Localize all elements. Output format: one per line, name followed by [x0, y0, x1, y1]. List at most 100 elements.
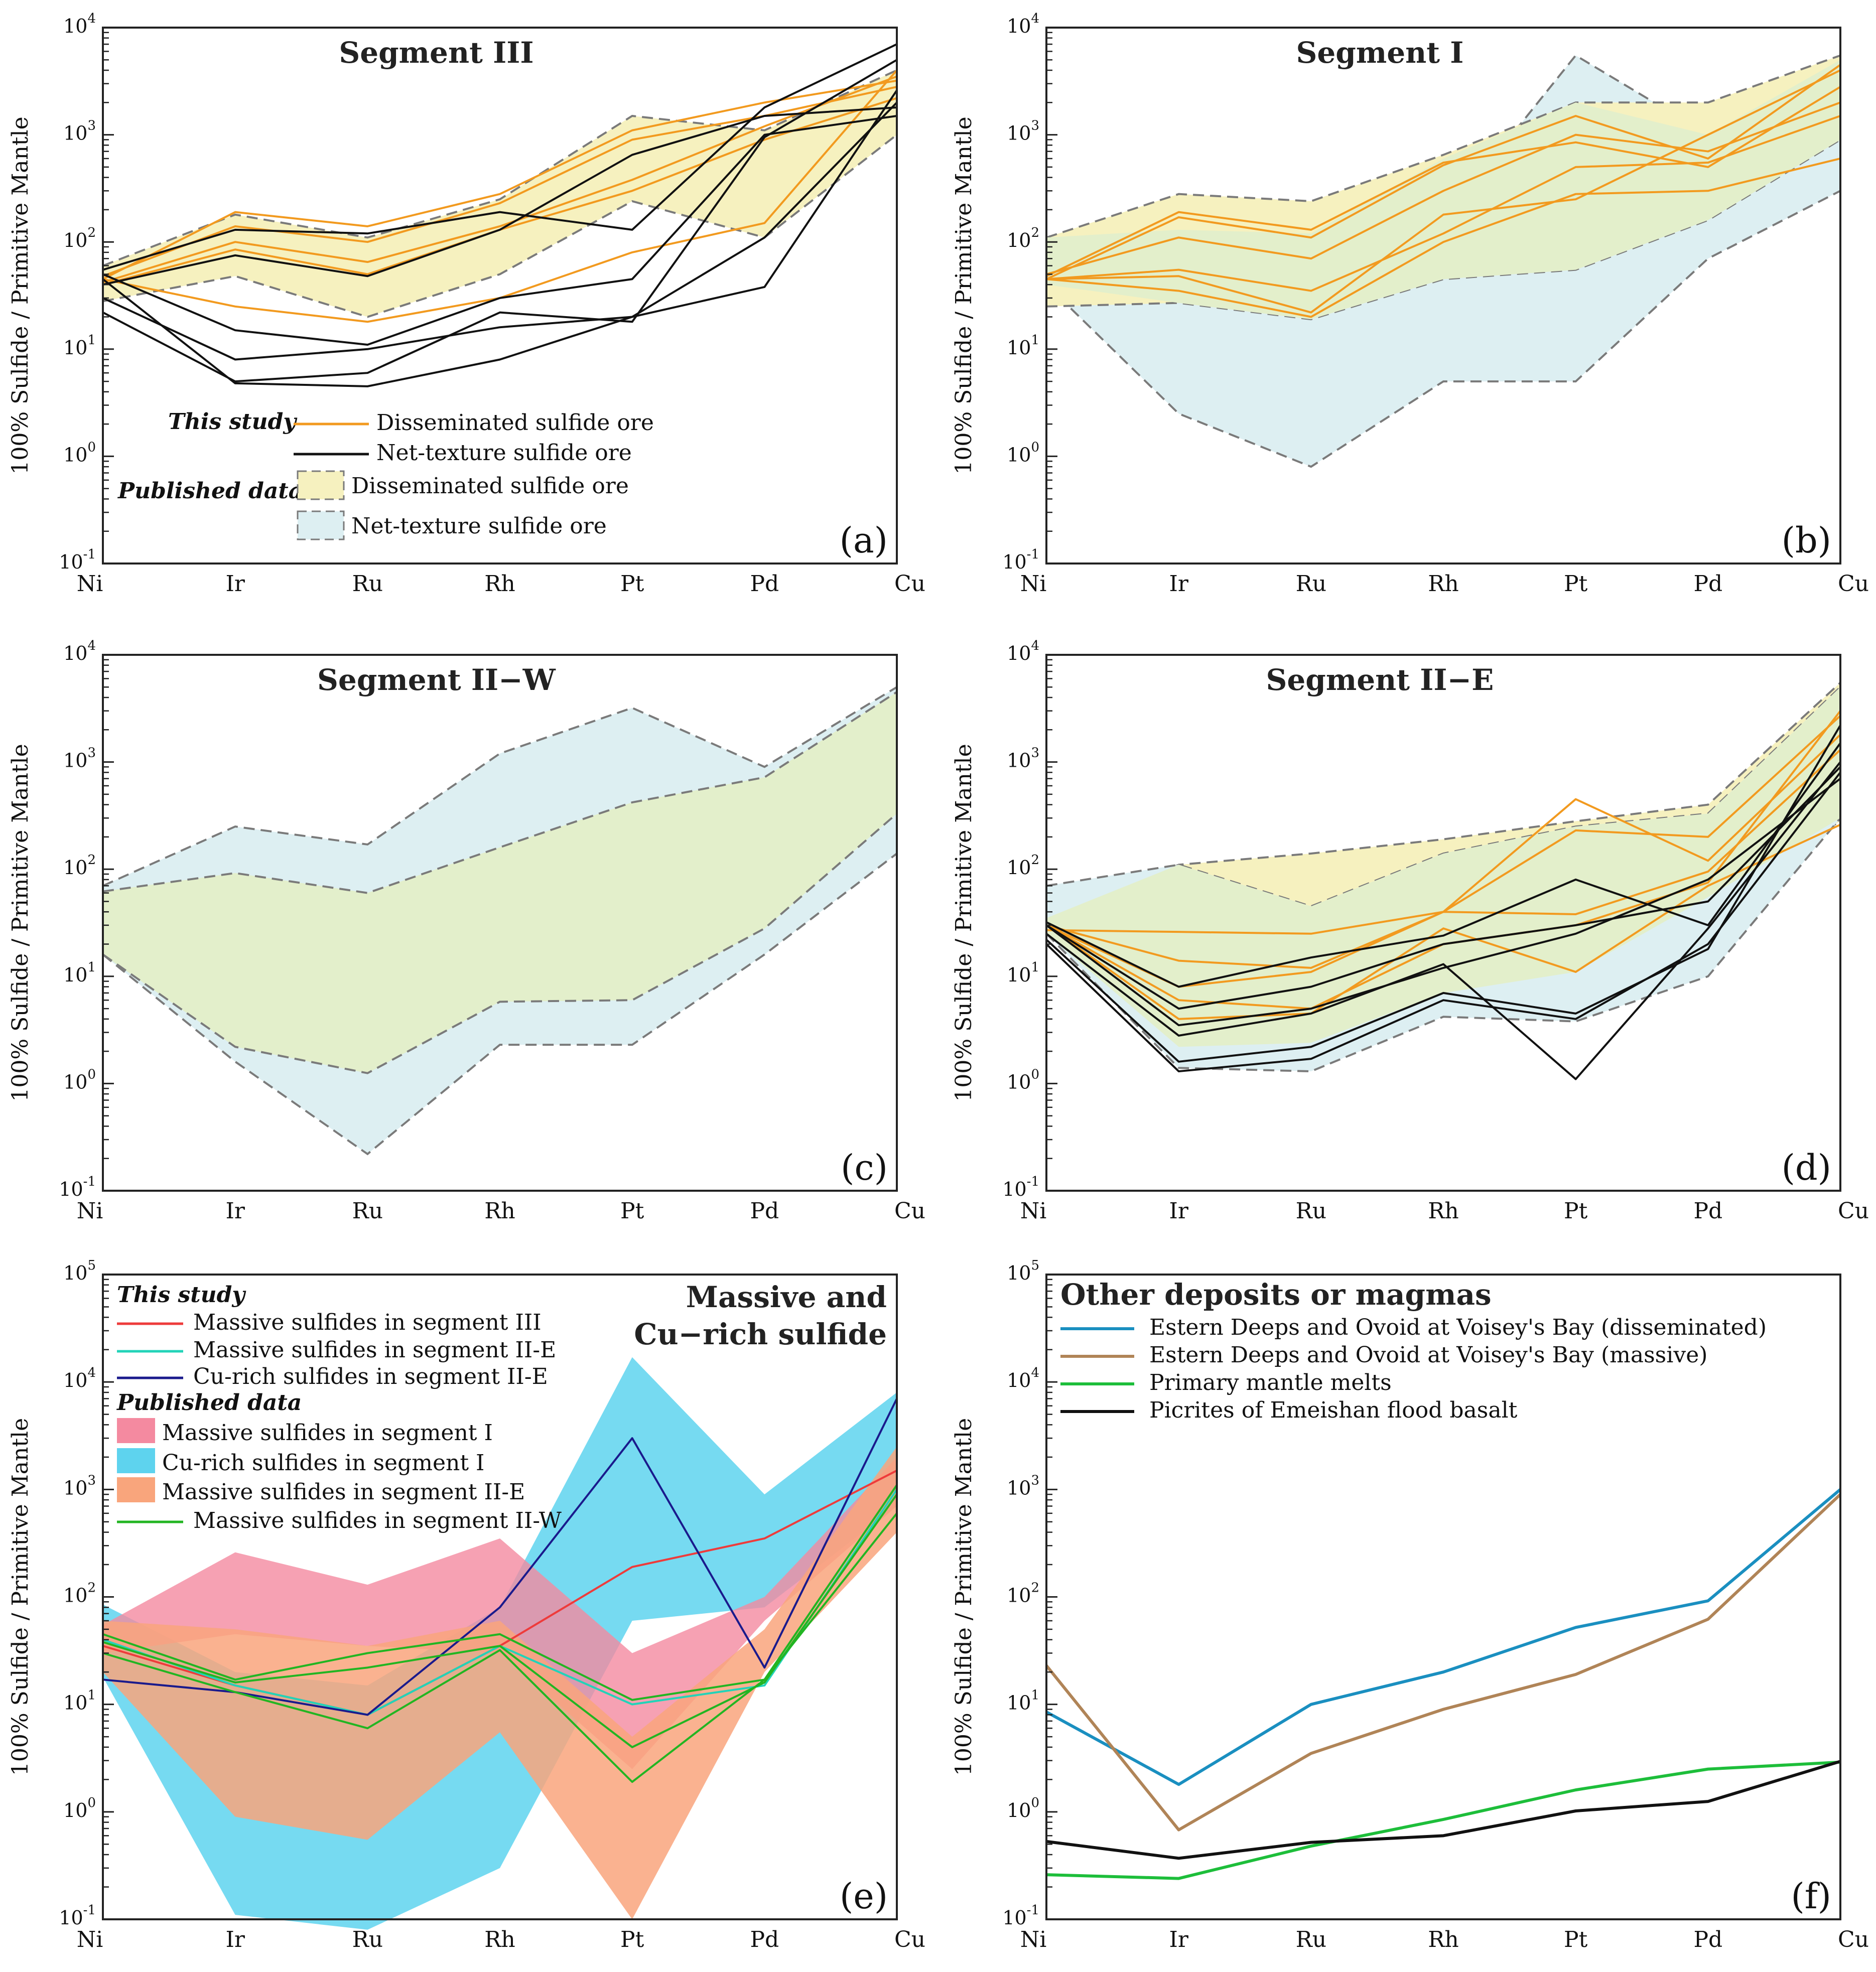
x-tick-label-pt: Pt: [1564, 1927, 1588, 1952]
y-axis-label: 100% Sulfide / Primitive Mantle: [8, 116, 33, 474]
x-tick-label-ir: Ir: [1169, 1198, 1188, 1224]
series-line-5: [1045, 823, 1841, 1020]
series-line-11: [1045, 772, 1841, 1073]
x-tick-label-pd: Pd: [1693, 1927, 1722, 1952]
panel-letter: (e): [840, 1876, 888, 1917]
y-tick-label: 10-1: [1002, 1174, 1039, 1200]
x-tick-label-pd: Pd: [1693, 571, 1722, 597]
y-tick-label: 104: [63, 638, 96, 664]
panel-title-line-1: Massive and: [686, 1280, 887, 1314]
y-tick-label: 105: [1007, 1258, 1039, 1284]
plot-frame: [1045, 654, 1841, 1192]
x-tick-label-cu: Cu: [894, 1927, 925, 1952]
field-1-upper-boundary: [102, 69, 897, 267]
legend-heading-published: Published data: [116, 1390, 302, 1416]
y-axis-label: 100% Sulfide / Primitive Mantle: [951, 1418, 977, 1776]
y-tick-label: 100: [63, 440, 96, 466]
y-tick-label: 103: [1007, 746, 1039, 772]
x-tick-label-ni: Ni: [77, 1198, 103, 1224]
x-tick-label-cu: Cu: [894, 1198, 925, 1224]
field-1-lower-boundary: [102, 853, 898, 1156]
legend-heading-this-study: This study: [117, 1282, 246, 1308]
panel-letter: (a): [840, 520, 888, 561]
x-tick-label-ir: Ir: [225, 1927, 245, 1952]
x-tick-label-ni: Ni: [77, 571, 103, 597]
chart-panel-5: 105 104 103 102 101 100 10-1Ni Ir Ru Rh Pt Pd Cu 100%…: [8, 1258, 925, 1952]
x-tick-label-pt: Pt: [620, 571, 644, 597]
field-3: [103, 1447, 897, 1919]
y-tick-label: 103: [1007, 1473, 1039, 1499]
x-tick-label-pd: Pd: [750, 1927, 779, 1952]
chart-panel-4: 104 103 102 101 100 10-1Ni Ir Ru Rh Pt Pd Cu 100% Su…: [951, 638, 1869, 1224]
series-line-11: [102, 89, 898, 387]
x-tick-label-ru: Ru: [1296, 1927, 1326, 1952]
x-tick-label-ru: Ru: [1296, 571, 1326, 597]
legend-label: Massive sulfides in segment II-E: [162, 1479, 525, 1505]
series-line-8: [102, 115, 897, 346]
series-line-6: [102, 43, 897, 271]
x-tick-label-ni: Ni: [1020, 571, 1047, 597]
y-tick-label: 102: [63, 1581, 96, 1607]
panel-title: Segment III: [339, 36, 533, 70]
chart-panel-3: 104 103 102 101 100 10-1Ni Ir Ru Rh Pt Pd Cu 100% Su…: [8, 638, 925, 1224]
panel-title-line-2: Cu−rich sulfide: [634, 1317, 887, 1351]
x-tick-label-ir: Ir: [1169, 571, 1188, 597]
legend-label: Estern Deeps and Ovoid at Voisey's Bay (…: [1149, 1342, 1707, 1368]
x-tick-label-ni: Ni: [1020, 1927, 1047, 1952]
x-tick-label-ru: Ru: [352, 1198, 383, 1224]
legend: Estern Deeps and Ovoid at Voisey's Bay (…: [1060, 1315, 1767, 1423]
y-tick-label: 103: [63, 118, 96, 145]
y-tick-label: 101: [1007, 960, 1039, 986]
x-tick-label-cu: Cu: [1838, 1927, 1869, 1952]
series-line-5: [102, 1493, 898, 1748]
x-tick-label-ni: Ni: [1020, 1198, 1047, 1224]
panel-letter: (c): [841, 1147, 888, 1188]
legend-label: Massive sulfides in segment II-E: [193, 1337, 556, 1363]
series-line-10: [1045, 725, 1841, 1063]
y-tick-label: 100: [63, 1795, 96, 1821]
series-line-2: [1046, 64, 1841, 280]
x-tick-label-cu: Cu: [1838, 571, 1869, 597]
series-line-9: [1045, 761, 1841, 1080]
x-tick-label-pt: Pt: [620, 1198, 644, 1224]
plot-frame: [1045, 27, 1841, 565]
panel-title: Segment II−E: [1266, 663, 1494, 697]
legend-label: Massive sulfides in segment III: [193, 1310, 542, 1335]
panel-title: Segment II−W: [317, 663, 556, 697]
series-line-3: [1046, 1760, 1841, 1880]
y-tick-label: 103: [63, 1473, 96, 1499]
y-tick-label: 104: [1007, 1365, 1039, 1391]
legend-swatch-box: [117, 1448, 155, 1473]
legend-swatch-box: [117, 1418, 155, 1443]
y-tick-label: 102: [1007, 853, 1039, 879]
legend-label: Cu-rich sulfides in segment I: [162, 1450, 484, 1476]
series-line-9: [102, 101, 898, 361]
chart-panel-2: 104 103 102 101 100 10-1Ni Ir Ru Rh Pt Pd Cu 100% Su…: [951, 11, 1869, 597]
x-tick-label-rh: Rh: [484, 1927, 515, 1952]
x-tick-label-ru: Ru: [1296, 1198, 1326, 1224]
x-tick-label-ir: Ir: [225, 571, 245, 597]
field-2: [103, 692, 897, 1073]
x-tick-label-rh: Rh: [1428, 1927, 1458, 1952]
field-3: [1046, 687, 1840, 1047]
field-1: [103, 70, 897, 317]
y-tick-label: 10-1: [59, 547, 96, 573]
y-axis-label: 100% Sulfide / Primitive Mantle: [951, 116, 977, 474]
x-tick-label-cu: Cu: [894, 571, 925, 597]
legend-label: Cu-rich sulfides in segment II-E: [193, 1364, 548, 1389]
x-tick-label-pt: Pt: [620, 1927, 644, 1952]
y-tick-label: 102: [1007, 225, 1039, 251]
series-line-10: [102, 59, 898, 383]
y-tick-label: 101: [63, 960, 96, 986]
field-2-upper-boundary: [1046, 54, 1841, 239]
y-axis-label: 100% Sulfide / Primitive Mantle: [8, 744, 33, 1101]
x-tick-label-rh: Rh: [484, 1198, 515, 1224]
y-tick-label: 101: [1007, 1688, 1039, 1714]
series-line-4: [1046, 1760, 1841, 1860]
legend: This study Published data Massive sulfides…: [116, 1282, 562, 1533]
legend-label: Disseminated sulfide ore: [351, 473, 629, 499]
y-tick-label: 10-1: [1002, 547, 1039, 573]
plot-frame: [102, 654, 898, 1192]
x-tick-label-rh: Rh: [1428, 1198, 1458, 1224]
